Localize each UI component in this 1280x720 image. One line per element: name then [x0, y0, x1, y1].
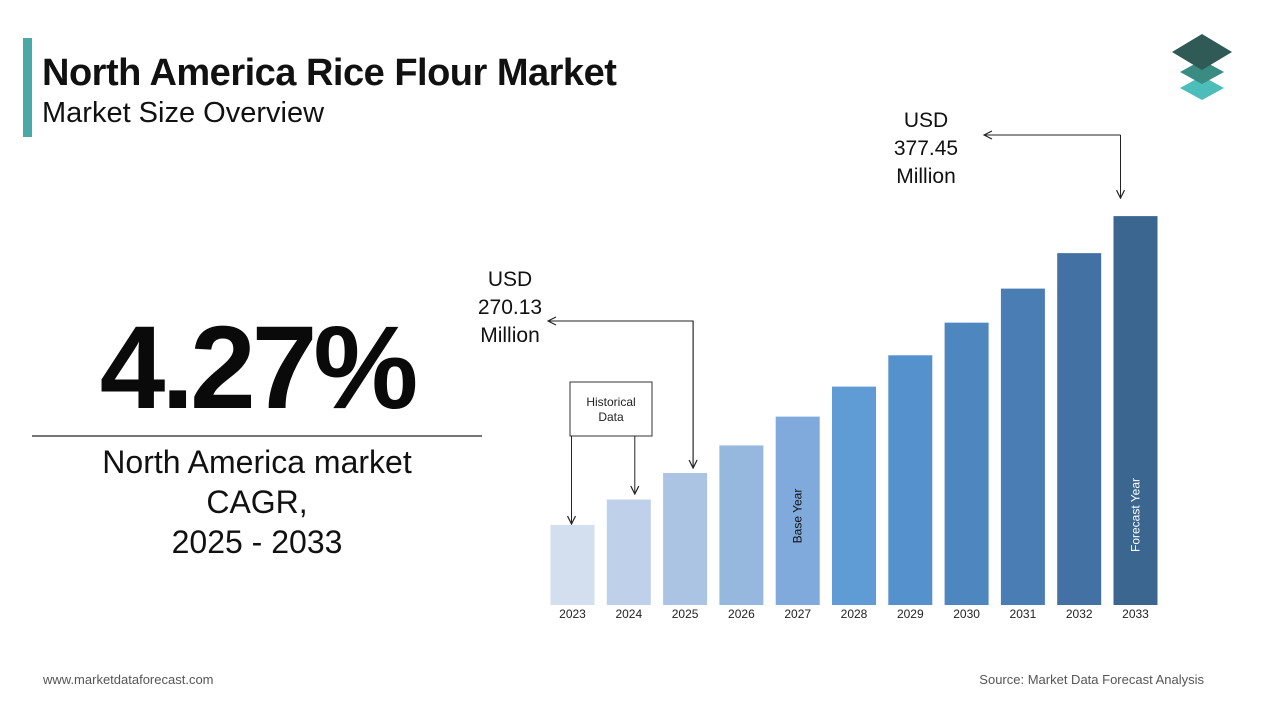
bar: [775, 416, 820, 605]
value-label: USD 377.45 Million: [893, 109, 959, 188]
x-tick-label: 2028: [841, 607, 868, 621]
x-tick-label: 2032: [1066, 607, 1093, 621]
bar: [888, 355, 933, 605]
title-accent: [23, 38, 32, 137]
historical-label: Historical Data: [586, 395, 635, 424]
bar: [1057, 253, 1102, 605]
x-tick-label: 2033: [1122, 607, 1149, 621]
title: North America Rice Flour Market: [42, 52, 617, 94]
x-tick-label: 2024: [615, 607, 642, 621]
x-tick-label: 2029: [897, 607, 924, 621]
bar: [832, 386, 876, 605]
bar: [550, 524, 595, 605]
source: Source: Market Data Forecast Analysis: [979, 672, 1204, 687]
historical-box: [569, 381, 653, 437]
cagr-label: 2025 - 2033: [171, 524, 343, 560]
x-tick-label: 2025: [672, 607, 699, 621]
cagr-label: North America market: [102, 444, 412, 480]
x-tick-label: 2026: [728, 607, 755, 621]
cagr-label: CAGR,: [206, 484, 308, 520]
bar: [1113, 216, 1158, 605]
bar: [944, 322, 989, 605]
logo: [1172, 34, 1232, 100]
bar-annotation: Forecast Year: [1129, 478, 1143, 552]
x-tick-label: 2031: [1010, 607, 1037, 621]
bar: [719, 445, 764, 605]
x-tick-label: 2023: [559, 607, 586, 621]
website: www.marketdataforecast.com: [43, 672, 214, 687]
bar-annotation: Base Year: [791, 489, 805, 544]
value-label: USD 270.13 Million: [477, 268, 543, 347]
bar: [606, 499, 651, 605]
cagr-value: 4.27%: [99, 302, 419, 434]
bar: [663, 473, 708, 605]
subtitle: Market Size Overview: [42, 97, 325, 129]
x-tick-label: 2027: [784, 607, 811, 621]
bar: [1000, 288, 1045, 605]
x-tick-label: 2030: [953, 607, 980, 621]
